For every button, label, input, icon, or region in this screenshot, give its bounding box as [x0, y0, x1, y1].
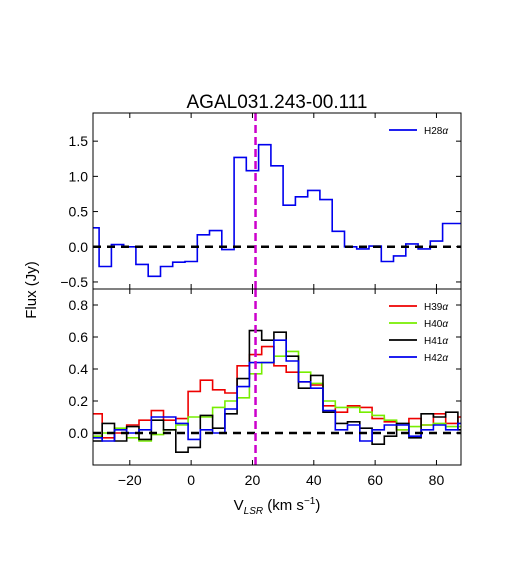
top-y-tick-label: 0.0: [69, 239, 89, 255]
legend-label: H39α: [424, 302, 448, 313]
x-tick-label: 60: [367, 472, 383, 488]
x-axis-label: VLSR (km s−1): [234, 496, 321, 517]
bottom-series-h41alpha: [93, 329, 461, 453]
top-panel: −0.5 0.0 0.5 1.0 1.5 H28α: [60, 112, 462, 290]
bottom-plot-area: [93, 289, 461, 465]
bottom-y-tick-label: 0.0: [69, 425, 89, 441]
top-y-tick-label: 0.5: [69, 204, 89, 220]
top-y-tick-label: 1.5: [69, 133, 89, 149]
x-tick-label: 0: [187, 472, 195, 488]
legend-label: H28α: [424, 126, 448, 137]
top-y-tick-label: −0.5: [60, 274, 88, 290]
bottom-panel: −20 0 20 40 60 800.00.20.40.60.8 H39αH40αH41αH…: [69, 288, 462, 488]
bottom-axes-frame: [92, 288, 462, 466]
bottom-legend: H39α H40α H41α H42α: [389, 302, 448, 364]
bottom-series-h39alpha: [93, 345, 461, 439]
x-tick-label: −20: [118, 472, 142, 488]
legend-label: H40α: [424, 319, 448, 330]
legend-label: H42α: [424, 353, 448, 364]
x-tick-label: 40: [306, 472, 322, 488]
bottom-y-tick-label: 0.8: [69, 297, 89, 313]
top-series-h28alpha: [93, 143, 461, 278]
legend-label: H41α: [424, 336, 448, 347]
top-y-tick-label: 1.0: [69, 168, 89, 184]
top-plot-area: [93, 113, 461, 289]
y-axis-label: Flux (Jy): [23, 261, 40, 319]
chart-title: AGAL031.243-00.111: [187, 92, 368, 113]
bottom-series-h40alpha: [93, 350, 461, 442]
top-axes-frame: [92, 112, 462, 290]
bottom-series-h42alpha: [93, 339, 461, 442]
x-tick-label: 20: [245, 472, 261, 488]
top-legend: H28α: [389, 126, 448, 137]
x-tick-label: 80: [429, 472, 445, 488]
bottom-y-tick-label: 0.6: [69, 329, 89, 345]
bottom-y-tick-label: 0.4: [69, 361, 89, 377]
bottom-y-tick-label: 0.2: [69, 393, 89, 409]
